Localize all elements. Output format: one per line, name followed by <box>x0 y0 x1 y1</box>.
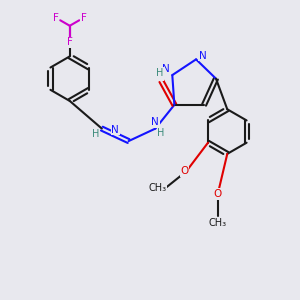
Text: O: O <box>181 167 189 176</box>
Text: F: F <box>53 13 58 22</box>
Text: N: N <box>162 64 169 74</box>
Text: H: H <box>92 129 99 139</box>
Text: O: O <box>156 70 164 80</box>
Text: F: F <box>81 13 87 22</box>
Text: H: H <box>157 128 164 138</box>
Text: N: N <box>199 51 206 61</box>
Text: CH₃: CH₃ <box>209 218 227 227</box>
Text: N: N <box>152 117 159 127</box>
Text: F: F <box>67 37 73 47</box>
Text: CH₃: CH₃ <box>148 183 166 193</box>
Text: H: H <box>156 68 164 78</box>
Text: O: O <box>213 189 221 199</box>
Text: N: N <box>111 125 119 135</box>
